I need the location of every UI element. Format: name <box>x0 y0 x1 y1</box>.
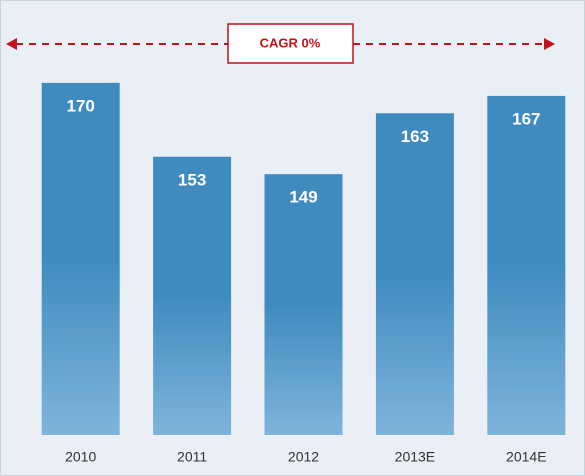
value-label: 163 <box>401 127 429 146</box>
bar <box>375 113 454 435</box>
bar <box>41 82 120 435</box>
x-tick-label: 2010 <box>65 449 96 465</box>
annotation-box <box>227 23 354 64</box>
bar <box>264 174 343 435</box>
x-tick-label: 2012 <box>288 449 319 465</box>
bar <box>153 156 232 435</box>
x-tick-label: 2014E <box>506 449 546 465</box>
annotation-text: CAGR 0% <box>260 35 321 50</box>
value-label: 170 <box>67 96 95 115</box>
value-label: 149 <box>289 188 317 207</box>
arrow-head <box>6 38 17 50</box>
bar <box>487 95 566 435</box>
x-tick-label: 2011 <box>177 449 207 465</box>
cagr-annotation: CAGR 0% <box>6 23 555 64</box>
x-tick-label: 2013E <box>395 449 435 465</box>
value-label: 153 <box>178 170 206 189</box>
value-label: 167 <box>512 109 540 128</box>
arrow-head <box>544 38 555 50</box>
